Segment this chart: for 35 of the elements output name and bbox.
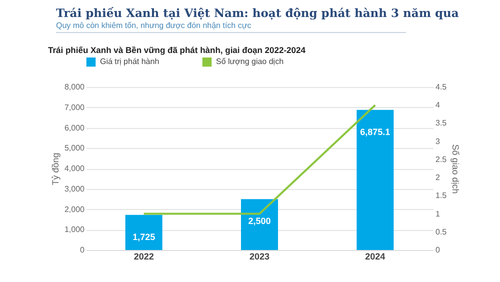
- y2-tick-label: 1: [436, 209, 440, 218]
- y-tick-label: 2,000: [64, 204, 86, 214]
- y-tick-label: 6,000: [64, 123, 86, 132]
- y-tick-label: 8,000: [64, 82, 86, 92]
- bar: [356, 110, 394, 250]
- y-tick-label: 7,000: [64, 102, 86, 112]
- y2-axis-title: Số giao dịch: [450, 144, 461, 194]
- y-tick-label: 4,000: [64, 164, 86, 173]
- y2-tick-label: 0.5: [436, 227, 448, 236]
- y-tick-label: 0: [80, 246, 86, 254]
- y-tick-label: 3,000: [64, 184, 86, 194]
- y2-tick-label: 2: [436, 173, 440, 182]
- bar: [240, 199, 278, 250]
- y2-tick-label: 1.5: [436, 191, 448, 200]
- legend-label: Giá trị phát hành: [100, 57, 160, 66]
- chart-subtitle: Quy mô còn khiêm tốn, nhưng được đón nhận tích cực: [56, 21, 406, 33]
- y2-tick-label: 4: [436, 100, 440, 110]
- y2-tick-label: 2.5: [436, 154, 448, 164]
- x-tick-label: 2024: [365, 252, 386, 262]
- bar: [125, 214, 162, 250]
- text: Trái phiếu Xanh và Bền vững đã phát hành, giai đoạn 2022-2024: [48, 45, 306, 55]
- x-tick-label: 2022: [134, 252, 154, 262]
- y-axis-title: Tỷ đồng: [50, 152, 60, 186]
- chart-title: Trái phiếu Xanh tại Việt Nam: hoạt động phát hành 3 năm qua: [56, 6, 460, 20]
- data-label: 2,500: [248, 216, 271, 226]
- y-tick-label: 1,000: [64, 225, 86, 234]
- y-tick-label: 5,000: [64, 144, 86, 153]
- y2-tick-label: 4.5: [436, 82, 448, 92]
- y2-tick-label: 3: [436, 136, 440, 146]
- legend-label: Số lượng giao dịch: [216, 57, 284, 66]
- data-label: 6,875.1: [360, 126, 390, 137]
- data-label: 1,725: [132, 232, 156, 242]
- y2-tick-label: 0: [436, 246, 440, 254]
- y2-tick-label: 3.5: [436, 118, 448, 128]
- x-tick-label: 2023: [249, 252, 270, 262]
